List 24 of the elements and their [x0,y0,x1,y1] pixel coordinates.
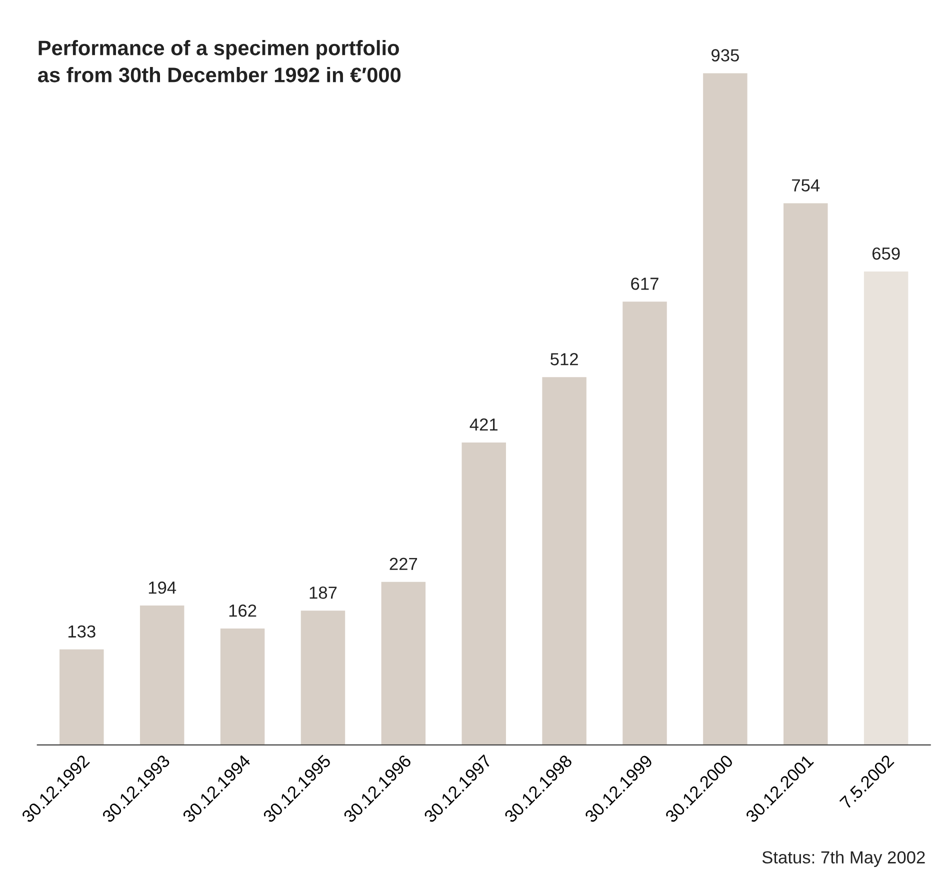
bar [140,606,184,745]
bar [622,302,667,745]
data-label: 227 [390,558,418,570]
bar [381,582,426,745]
bar [864,272,908,745]
data-label: 421 [470,418,498,431]
data-label: 935 [712,49,739,62]
text: Status: 7th May 2002 [762,850,925,867]
bar [300,610,346,745]
data-label: 133 [68,625,96,638]
bar [220,628,265,745]
data-label: 754 [792,179,820,192]
data-label: 194 [148,582,176,594]
data-label: 512 [550,353,578,366]
data-label: 617 [631,278,658,290]
chart-title: Performance of a specimen portfolio as from 30th December 1992 in €′000 [38,40,401,82]
bar [703,73,748,745]
bar [542,377,586,745]
data-label: 187 [310,586,337,599]
data-label: 659 [872,247,900,260]
bar [462,442,506,745]
data-label: 162 [229,604,256,617]
bar [60,649,104,745]
bar [784,203,828,745]
